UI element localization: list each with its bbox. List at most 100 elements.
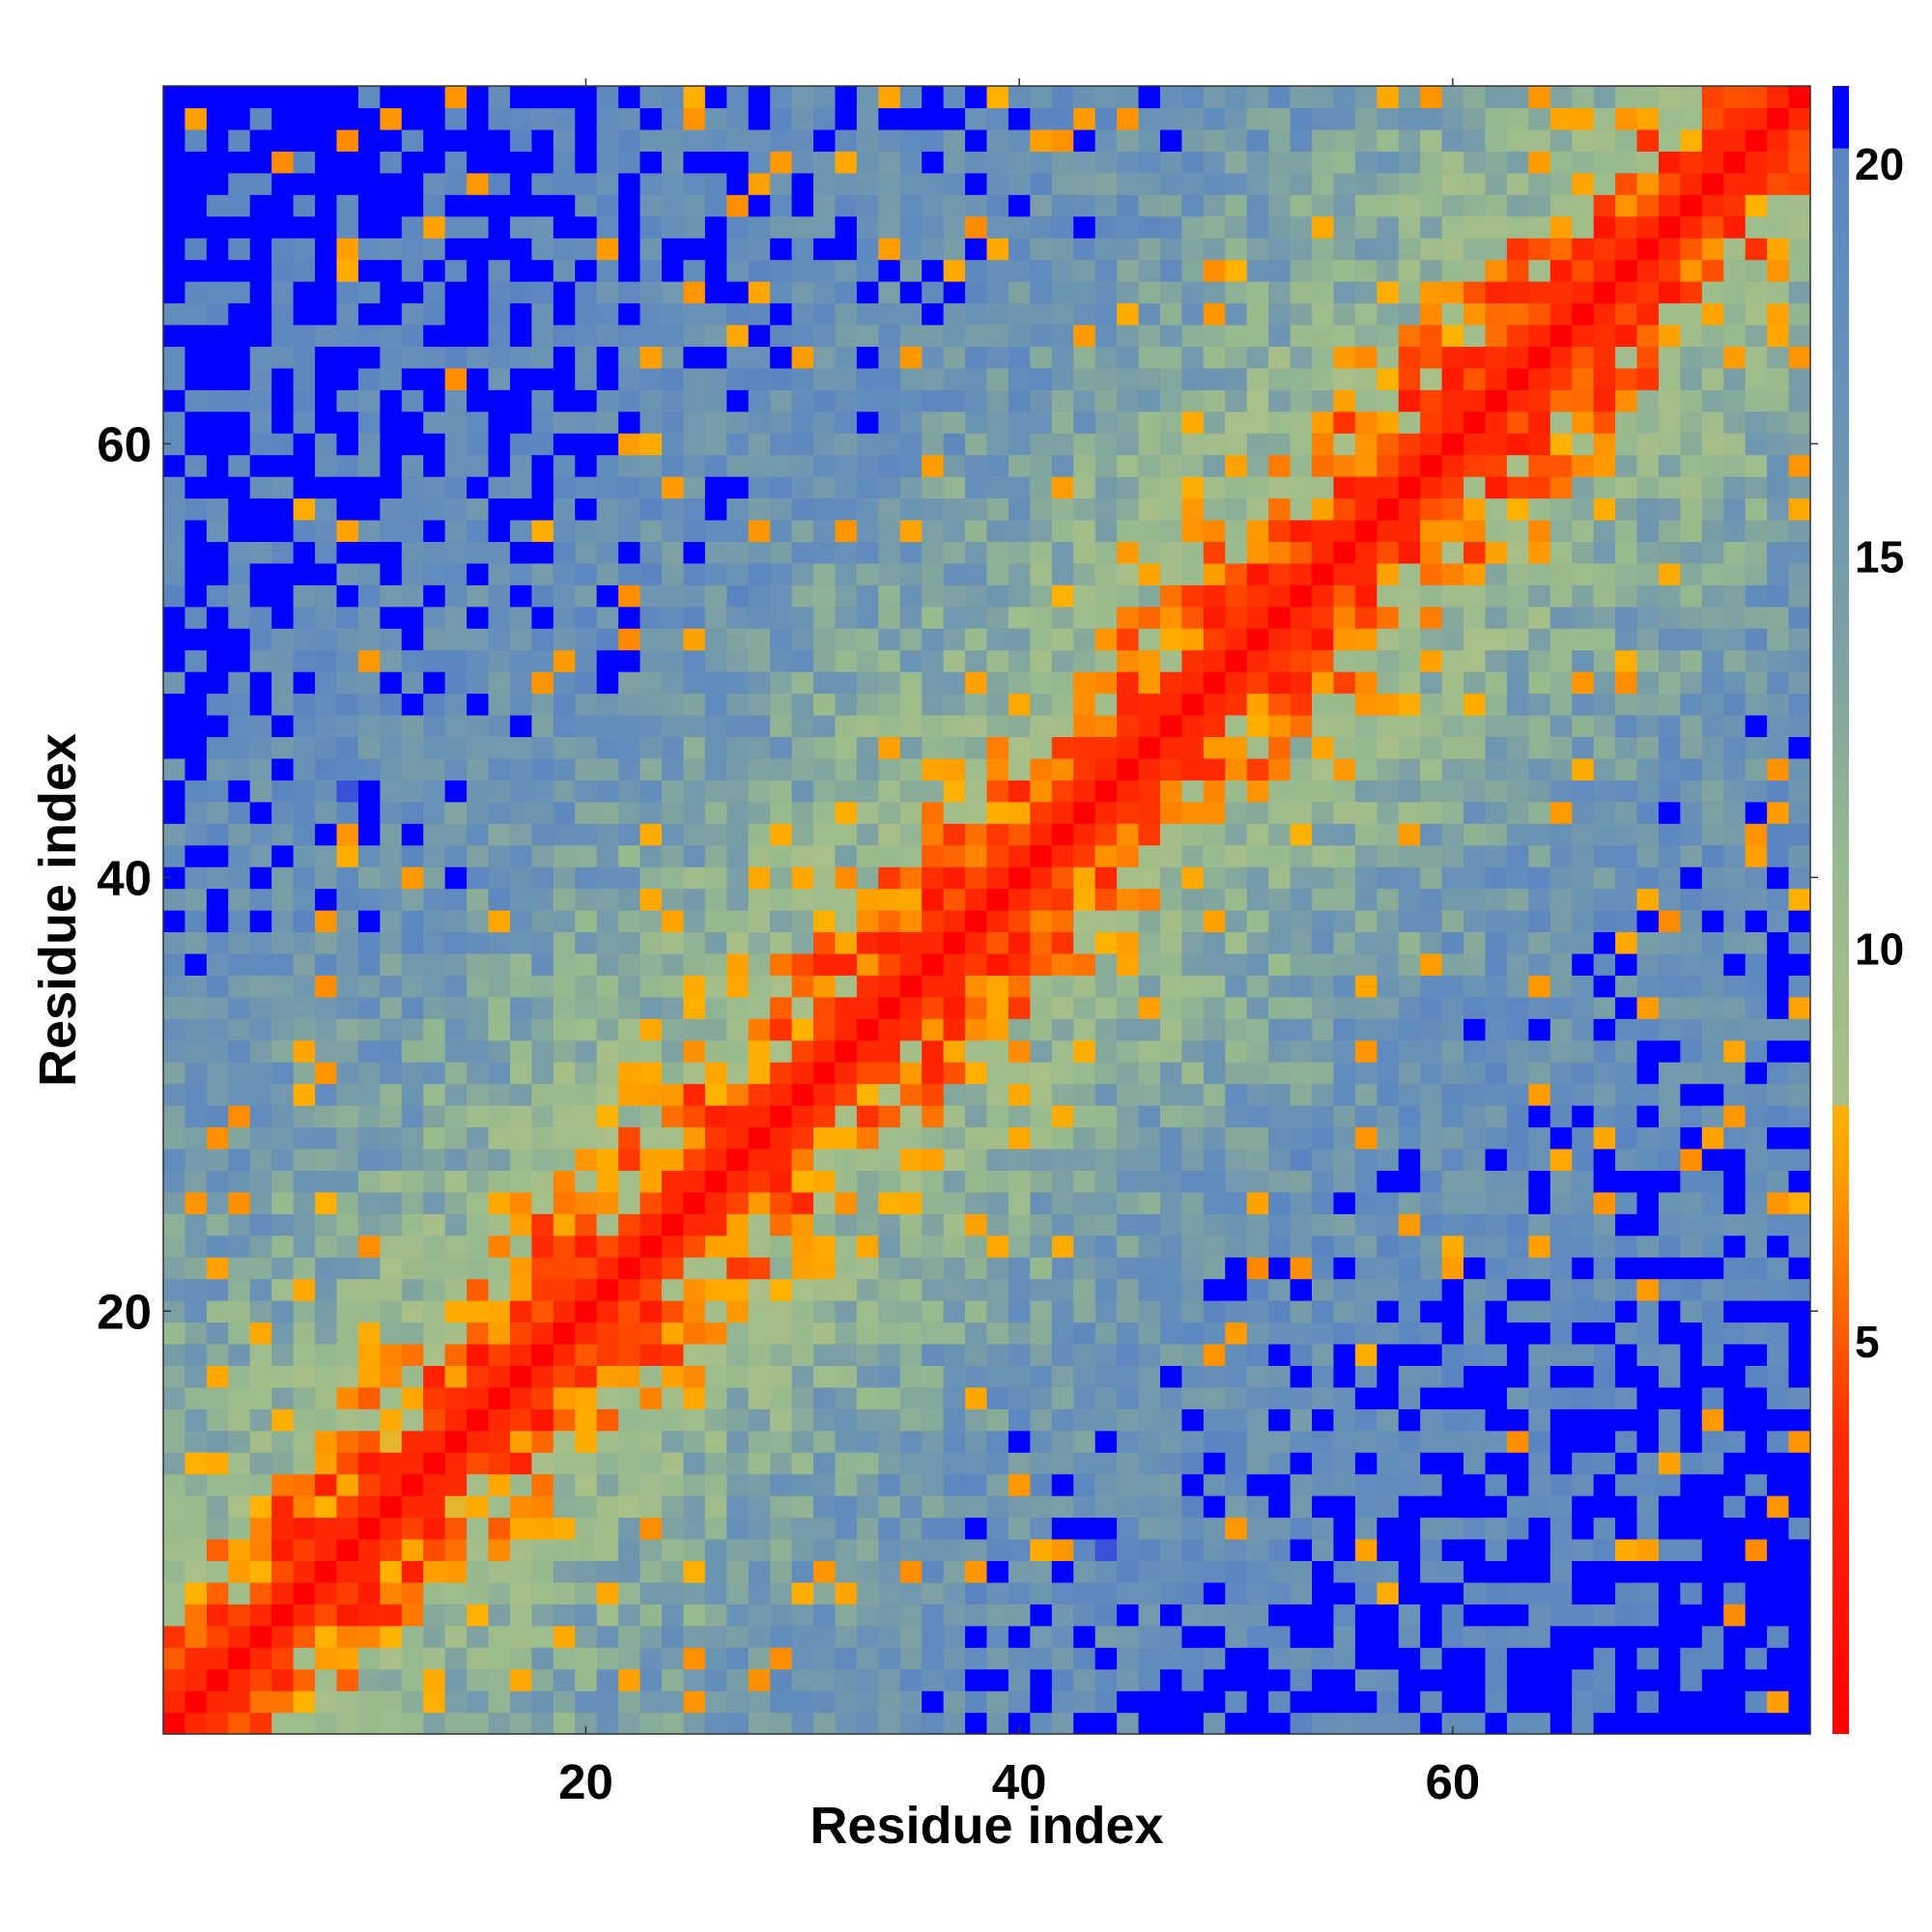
heatmap-cell xyxy=(444,259,468,282)
heatmap-cell xyxy=(1094,584,1118,608)
heatmap-cell xyxy=(1441,1365,1464,1388)
heatmap-cell xyxy=(1030,1560,1053,1583)
heatmap-cell xyxy=(315,454,338,477)
heatmap-cell xyxy=(444,1300,468,1323)
heatmap-cell xyxy=(1268,1343,1292,1366)
heatmap-cell xyxy=(1377,433,1400,456)
heatmap-cell xyxy=(553,476,576,499)
heatmap-cell xyxy=(1485,172,1508,195)
heatmap-cell xyxy=(444,1126,468,1150)
heatmap-cell xyxy=(1398,562,1421,585)
heatmap-cell xyxy=(1312,1560,1335,1583)
heatmap-cell xyxy=(1312,1690,1335,1714)
heatmap-cell xyxy=(1398,693,1421,716)
heatmap-cell xyxy=(1354,823,1378,846)
heatmap-cell xyxy=(1312,411,1335,434)
heatmap-cell xyxy=(770,476,793,499)
heatmap-cell xyxy=(1203,172,1226,195)
heatmap-cell xyxy=(943,1191,966,1214)
heatmap-cell xyxy=(1485,1191,1508,1214)
heatmap-cell xyxy=(1312,238,1335,261)
heatmap-cell xyxy=(596,780,619,803)
heatmap-cell xyxy=(1485,823,1508,846)
heatmap-cell xyxy=(943,1452,966,1475)
heatmap-cell xyxy=(1441,1712,1464,1735)
heatmap-cell xyxy=(1463,1581,1487,1605)
heatmap-cell xyxy=(704,1647,727,1670)
heatmap-cell xyxy=(1138,867,1161,890)
heatmap-cell xyxy=(878,1386,901,1409)
heatmap-cell xyxy=(1138,1452,1161,1475)
heatmap-cell xyxy=(813,1148,837,1171)
heatmap-cell xyxy=(618,910,641,933)
heatmap-cell xyxy=(488,128,511,152)
heatmap-cell xyxy=(856,519,879,542)
heatmap-cell xyxy=(380,1191,403,1214)
heatmap-cell xyxy=(986,606,1009,629)
heatmap-cell xyxy=(1138,259,1161,282)
heatmap-cell xyxy=(163,606,186,629)
heatmap-cell xyxy=(704,844,727,867)
heatmap-cell xyxy=(293,519,316,542)
heatmap-cell xyxy=(813,649,837,672)
heatmap-cell xyxy=(1333,1517,1356,1540)
heatmap-cell xyxy=(1312,714,1335,738)
heatmap-cell xyxy=(986,238,1009,261)
heatmap-cell xyxy=(726,1126,750,1150)
heatmap-cell xyxy=(683,1430,706,1453)
heatmap-cell xyxy=(488,1105,511,1128)
heatmap-cell xyxy=(1030,411,1053,434)
heatmap-cell xyxy=(1506,1343,1529,1366)
heatmap-cell xyxy=(986,1062,1009,1085)
heatmap-cell xyxy=(965,1213,988,1236)
heatmap-cell xyxy=(488,844,511,867)
heatmap-cell xyxy=(1377,1343,1400,1366)
heatmap-cell xyxy=(1572,1257,1595,1280)
heatmap-cell xyxy=(1354,562,1378,585)
heatmap-cell xyxy=(1506,649,1529,672)
heatmap-cell xyxy=(1203,736,1226,759)
heatmap-cell xyxy=(683,888,706,911)
heatmap-cell xyxy=(575,324,598,347)
heatmap-cell xyxy=(1377,628,1400,651)
heatmap-cell xyxy=(1225,107,1248,130)
heatmap-cell xyxy=(444,1343,468,1366)
heatmap-cell xyxy=(271,823,295,846)
heatmap-cell xyxy=(1268,1581,1292,1605)
heatmap-cell xyxy=(1398,497,1421,521)
heatmap-cell xyxy=(401,628,424,651)
heatmap-cell xyxy=(899,194,923,217)
heatmap-cell xyxy=(1030,1321,1053,1345)
heatmap-cell xyxy=(336,1581,359,1605)
heatmap-cell xyxy=(315,844,338,867)
heatmap-cell xyxy=(1138,996,1161,1019)
heatmap-cell xyxy=(444,1712,468,1735)
heatmap-cell xyxy=(1485,411,1508,434)
heatmap-cell xyxy=(336,324,359,347)
heatmap-cell xyxy=(444,151,468,174)
heatmap-cell xyxy=(1420,1300,1443,1323)
heatmap-cell xyxy=(943,1321,966,1345)
heatmap-cell xyxy=(1268,433,1292,456)
heatmap-cell xyxy=(1138,1517,1161,1540)
heatmap-cell xyxy=(1203,476,1226,499)
heatmap-cell xyxy=(249,1278,272,1301)
heatmap-cell xyxy=(986,714,1009,738)
heatmap-cell xyxy=(1528,867,1551,890)
heatmap-cell xyxy=(726,259,750,282)
heatmap-cell xyxy=(1420,606,1443,629)
heatmap-cell xyxy=(1420,1647,1443,1670)
heatmap-cell xyxy=(1008,324,1031,347)
heatmap-cell xyxy=(1225,1386,1248,1409)
heatmap-cell xyxy=(315,541,338,564)
heatmap-cell xyxy=(271,541,295,564)
heatmap-cell xyxy=(813,910,837,933)
heatmap-cell xyxy=(1528,324,1551,347)
heatmap-cell xyxy=(228,1408,251,1432)
heatmap-cell xyxy=(661,215,685,239)
heatmap-cell xyxy=(1094,1039,1118,1063)
heatmap-cell xyxy=(835,1668,858,1691)
heatmap-cell xyxy=(206,823,229,846)
heatmap-cell xyxy=(1506,389,1529,412)
heatmap-cell xyxy=(986,367,1009,390)
